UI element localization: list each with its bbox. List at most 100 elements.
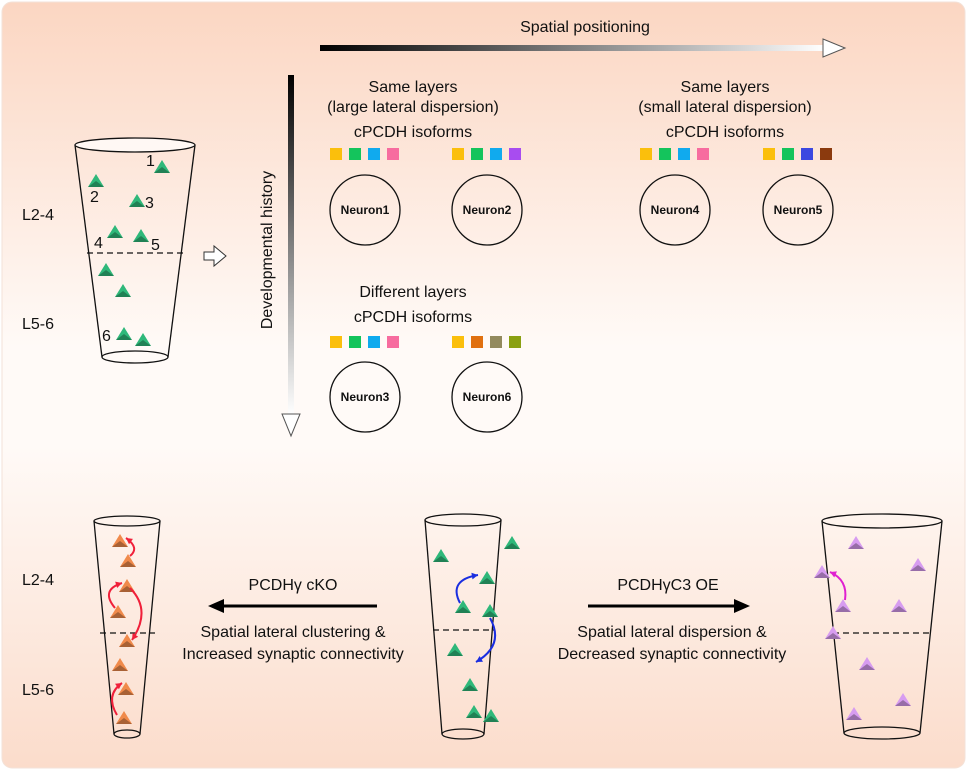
oe-neuron-triangle-icon (825, 626, 841, 639)
neuron-neuron4: Neuron4 (639, 148, 711, 246)
neuron-label: Neuron4 (651, 203, 700, 217)
isoform-square (471, 148, 483, 160)
neuron-neuron1: Neuron1 (329, 148, 401, 246)
neuron-triangle-icon (133, 229, 149, 242)
isoform-square (509, 336, 521, 348)
isoform-square (368, 336, 380, 348)
neuron-label: Neuron6 (463, 390, 512, 404)
neuron-label: Neuron5 (774, 203, 823, 217)
spatial-positioning-label: Spatial positioning (520, 19, 650, 36)
cko-effect-line1: Spatial lateral clustering & (201, 624, 386, 641)
wildtype-neuron-triangle-icon (479, 571, 495, 584)
layer-label-l5-6: L5-6 (22, 316, 54, 333)
neuron-neuron6: Neuron6 (451, 336, 523, 433)
neuron-circle (451, 361, 523, 433)
arrowhead-icon (471, 572, 478, 580)
wildtype-neuron-triangle-icon (483, 709, 499, 722)
oe-neuron-triangle-icon (891, 599, 907, 612)
arrowhead-icon (126, 538, 133, 545)
neuron-circle (639, 174, 711, 246)
neuron-triangle-icon (116, 327, 132, 340)
neuron-neuron2: Neuron2 (451, 148, 523, 246)
cko-arrow (208, 599, 377, 613)
isoform-square (349, 148, 361, 160)
group-different-isoforms: cPCDH isoforms (354, 309, 472, 326)
neuron-triangle-icon (135, 333, 151, 346)
isoform-square (820, 148, 832, 160)
isoform-square (659, 148, 671, 160)
cko-neuron-triangle-icon (112, 658, 128, 671)
cko-effect-line2: Increased synaptic connectivity (182, 646, 403, 663)
hollow-right-arrow (203, 244, 227, 268)
wildtype-neuron-triangle-icon (433, 549, 449, 562)
wildtype-neuron-triangle-icon (455, 600, 471, 613)
neuron-label: Neuron3 (341, 390, 390, 404)
oe-neuron-triangle-icon (848, 536, 864, 549)
wildtype-neuron-triangle-icon (504, 536, 520, 549)
neuron-triangle-icon (115, 284, 131, 297)
neuron-triangle-icon (107, 225, 123, 238)
oe-neuron-triangle-icon (835, 599, 851, 612)
developmental-history-arrow (281, 75, 301, 438)
oe-arrow (588, 599, 750, 613)
isoform-square (330, 336, 342, 348)
cortex-cup-top (74, 137, 196, 364)
cortex-cup-wildtype (424, 513, 502, 740)
arrowhead-icon (115, 581, 122, 589)
isoform-square (387, 148, 399, 160)
neuron-triangle-icon (88, 174, 104, 187)
isoform-square (640, 148, 652, 160)
cko-neuron-triangle-icon (120, 554, 136, 567)
arrowhead-icon (830, 571, 837, 578)
oe-neuron-triangle-icon (859, 657, 875, 670)
isoform-square (678, 148, 690, 160)
neuron-number-label: 5 (151, 237, 160, 254)
neuron-circle (762, 174, 834, 246)
neuron-triangle-icon (154, 160, 170, 173)
group-same-small-subtitle: (small lateral dispersion) (638, 99, 811, 116)
spatial-positioning-arrow (320, 38, 847, 58)
cko-condition-label: PCDHγ cKO (249, 577, 338, 594)
isoform-square (509, 148, 521, 160)
neuron-circle (329, 361, 401, 433)
group-same-small-isoforms: cPCDH isoforms (666, 124, 784, 141)
layer-label-l2-4: L2-4 (22, 207, 54, 224)
isoform-square (490, 336, 502, 348)
oe-neuron-triangle-icon (814, 565, 830, 578)
neuron-number-label: 2 (90, 189, 99, 206)
group-same-large-isoforms: cPCDH isoforms (354, 124, 472, 141)
isoform-square (471, 336, 483, 348)
oe-neuron-triangle-icon (846, 707, 862, 720)
arrowhead-icon (115, 683, 122, 690)
wildtype-neuron-triangle-icon (462, 678, 478, 691)
developmental-history-label: Developmental history (259, 171, 276, 329)
neuron-circle (451, 174, 523, 246)
isoform-square (368, 148, 380, 160)
isoform-square (349, 336, 361, 348)
isoform-square (452, 148, 464, 160)
arrowhead-icon (476, 655, 483, 662)
wildtype-neuron-triangle-icon (447, 643, 463, 656)
layer-label-l2-4-bottom: L2-4 (22, 572, 54, 589)
neuron-triangle-icon (98, 263, 114, 276)
arrowhead-icon (132, 633, 139, 640)
group-same-large-title: Same layers (369, 79, 458, 96)
cortex-cup-cko (93, 515, 161, 739)
neuron-triangle-icon (129, 194, 145, 207)
neuron-number-label: 1 (146, 153, 155, 170)
wildtype-neuron-triangle-icon (482, 604, 498, 617)
neuron-neuron5: Neuron5 (762, 148, 834, 246)
oe-neuron-triangle-icon (910, 558, 926, 571)
oe-effect-line1: Spatial lateral dispersion & (577, 624, 767, 641)
oe-effect-line2: Decreased synaptic connectivity (558, 646, 787, 663)
oe-condition-label: PCDHγC3 OE (617, 577, 718, 594)
cko-neuron-triangle-icon (116, 711, 132, 724)
wildtype-neuron-triangle-icon (466, 705, 482, 718)
isoform-square (801, 148, 813, 160)
cko-neuron-triangle-icon (110, 605, 126, 618)
cko-neuron-triangle-icon (118, 682, 134, 695)
neuron-circle (329, 174, 401, 246)
cko-neuron-triangle-icon (119, 634, 135, 647)
